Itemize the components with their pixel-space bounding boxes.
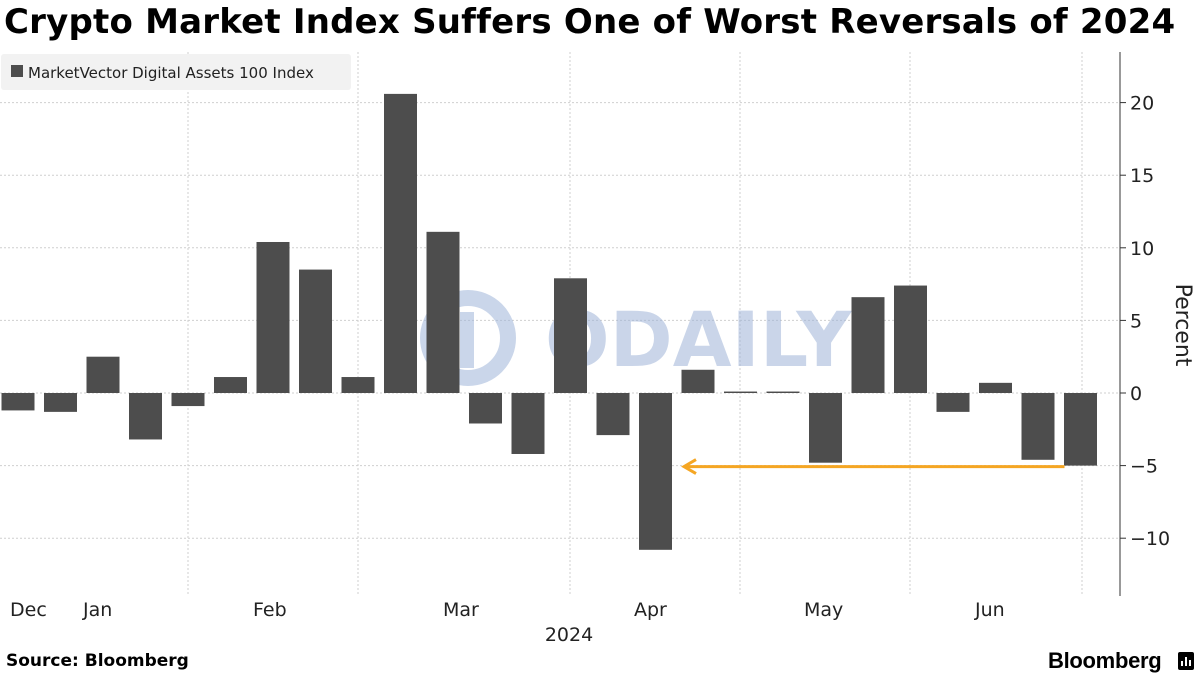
bar xyxy=(936,393,970,412)
y-tick-label: 20 xyxy=(1130,93,1154,115)
y-tick-label: 15 xyxy=(1130,165,1154,187)
x-tick-label: Apr xyxy=(634,599,667,621)
y-tick-label: −5 xyxy=(1130,456,1158,478)
bar xyxy=(341,377,375,393)
bar xyxy=(171,393,205,407)
bar xyxy=(1064,393,1097,466)
x-tick-label: Feb xyxy=(253,599,287,621)
legend-swatch xyxy=(11,65,23,77)
bar xyxy=(851,297,885,393)
watermark-logo-bar xyxy=(460,312,474,368)
bar xyxy=(1,393,35,411)
legend-label: MarketVector Digital Assets 100 Index xyxy=(28,64,314,82)
brand-logo-text: Bloomberg xyxy=(1048,648,1162,673)
axes: −10 −5 0 5 10 15 20 Dec Jan Feb Mar Apr May Jun xyxy=(10,52,1170,621)
bar xyxy=(681,369,715,393)
bar xyxy=(299,269,332,393)
bar xyxy=(639,393,672,550)
watermark: ODAILY xyxy=(420,290,852,386)
y-tick-label: 5 xyxy=(1130,310,1142,332)
legend-background xyxy=(1,54,351,90)
bar xyxy=(1021,393,1055,460)
watermark-text: ODAILY xyxy=(545,295,852,384)
bar xyxy=(214,377,247,393)
bar xyxy=(554,278,587,393)
bar xyxy=(894,285,927,393)
x-axis-year-label: 2024 xyxy=(545,624,593,646)
chart-title: Crypto Market Index Suffers One of Worst… xyxy=(4,2,1176,42)
x-tick-label: May xyxy=(804,599,843,621)
x-tick-label: Jan xyxy=(82,599,112,621)
bars xyxy=(1,93,1097,550)
y-axis-label: Percent xyxy=(1170,284,1195,367)
x-tick-label: Jun xyxy=(974,599,1005,621)
y-tick-label: 0 xyxy=(1130,383,1142,405)
bar xyxy=(86,356,120,393)
legend: MarketVector Digital Assets 100 Index xyxy=(1,54,351,90)
bar xyxy=(809,393,842,463)
bar xyxy=(129,393,162,440)
y-tick-label: 10 xyxy=(1130,238,1154,260)
bar xyxy=(596,393,630,436)
bar xyxy=(44,393,77,412)
x-tick-label: Dec xyxy=(10,599,47,621)
annotations xyxy=(681,458,1065,475)
bar xyxy=(426,231,460,393)
bar xyxy=(469,393,502,424)
bar xyxy=(511,393,545,454)
annotation-arrow-head xyxy=(681,458,697,475)
x-tick-label: Mar xyxy=(443,599,479,621)
y-tick-label: −10 xyxy=(1130,528,1170,550)
source-note: Source: Bloomberg xyxy=(6,651,189,671)
bar xyxy=(384,93,417,393)
bar xyxy=(979,382,1012,393)
bar xyxy=(724,391,757,393)
bar xyxy=(766,391,800,393)
bar xyxy=(256,241,290,393)
bloomberg-icon xyxy=(1178,652,1194,670)
